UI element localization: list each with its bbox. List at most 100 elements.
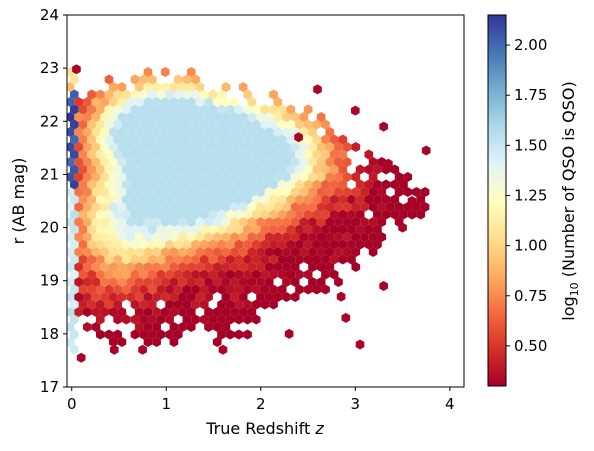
hexbin-cell xyxy=(182,119,192,130)
hexbin-cell xyxy=(91,292,101,302)
hexbin-cell xyxy=(316,172,326,182)
hexbin-cell xyxy=(308,142,317,152)
hexbin-cell xyxy=(217,119,226,130)
hexbin-cell xyxy=(67,337,75,347)
hexbin-cell xyxy=(251,194,261,205)
hexbin-cell xyxy=(264,142,274,152)
hexbin-cell xyxy=(139,104,148,115)
hexbin-cell xyxy=(130,209,140,220)
hexbin-cell xyxy=(251,119,261,130)
hexbin-cell xyxy=(394,187,404,197)
hexbin-cell xyxy=(329,269,339,280)
hexbin-cell xyxy=(67,292,75,302)
hexbin-cell xyxy=(95,209,105,220)
hexbin-cell xyxy=(113,224,122,235)
hexbin-cell xyxy=(208,209,218,220)
hexbin-cell xyxy=(156,224,166,235)
hexbin-cell xyxy=(264,247,274,257)
hexbin-cell xyxy=(234,329,244,340)
hexbin-cell xyxy=(91,322,101,332)
hexbin-cell xyxy=(121,119,131,130)
hexbin-cell xyxy=(186,277,196,287)
hexbin-cell xyxy=(204,247,213,257)
hexbin-cell xyxy=(108,292,118,302)
hexbin-cell xyxy=(130,74,140,85)
hexbin-cell xyxy=(230,97,239,107)
hexbin-cell xyxy=(384,158,393,169)
hexbin-cell xyxy=(126,277,135,287)
hexbin-cell xyxy=(152,127,161,137)
hexbin-cell xyxy=(186,217,196,227)
hexbin-cell xyxy=(321,239,330,250)
hexbin-cell xyxy=(208,239,218,250)
hexbin-cell xyxy=(87,224,96,235)
hexbin-cell xyxy=(67,202,75,212)
hexbin-cell xyxy=(256,187,265,197)
hexbin-cell xyxy=(208,119,218,130)
hexbin-cell xyxy=(347,239,356,250)
hexbin-cell xyxy=(138,344,147,355)
hexbin-cell xyxy=(121,149,131,160)
hexbin-cell xyxy=(212,202,222,212)
hexbin-cell xyxy=(208,89,218,100)
hexbin-cell xyxy=(212,277,222,287)
hexbin-cell xyxy=(70,74,79,85)
hexbin-cell xyxy=(152,337,161,347)
hexbin-cell xyxy=(251,269,261,280)
hexbin-cell xyxy=(173,119,183,130)
hexbin-cell xyxy=(273,127,283,137)
y-tick-label: 24 xyxy=(40,6,59,24)
hexbin-cell xyxy=(87,119,96,130)
hexbin-cell xyxy=(273,232,283,242)
hexbin-cell xyxy=(130,119,140,130)
hexbin-cell xyxy=(247,277,257,287)
hexbin-cell xyxy=(121,224,131,235)
hexbin-cell xyxy=(325,127,335,137)
x-axis-label-variable: z xyxy=(314,419,324,438)
hexbin-cell xyxy=(308,217,317,227)
hexbin-cell xyxy=(230,157,239,167)
hexbin-cell xyxy=(67,157,75,167)
hexbin-cell xyxy=(273,172,283,182)
hexbin-cell xyxy=(104,149,114,160)
hexbin-cell xyxy=(147,164,157,175)
hexbin-cell xyxy=(182,299,192,310)
hexbin-cell xyxy=(143,142,153,152)
hexbin-cell xyxy=(277,239,287,250)
hexbin-cell xyxy=(234,179,244,190)
hexbin-cell xyxy=(165,179,174,190)
hexbin-cell xyxy=(217,314,226,325)
hexbin-cell xyxy=(134,172,144,182)
hexbin-cell xyxy=(282,217,291,227)
hexbin-cell xyxy=(139,179,148,190)
hexbin-cell xyxy=(152,307,161,317)
hexbin-cell xyxy=(338,164,348,175)
hexbin-cell xyxy=(199,299,209,310)
hexbin-cell xyxy=(368,187,378,197)
hexbin-cell xyxy=(130,284,140,295)
hexbin-cell xyxy=(199,134,209,145)
hexbin-cell xyxy=(134,157,144,167)
hexbin-cell xyxy=(195,277,205,287)
hexbin-cell xyxy=(134,262,144,272)
hexbin-cell xyxy=(303,254,313,265)
hexbin-cell xyxy=(121,254,131,265)
hexbin-cell xyxy=(160,82,170,92)
hexbin-cell xyxy=(178,247,187,257)
hexbin-cell xyxy=(360,232,369,242)
hexbin-cell xyxy=(139,209,148,220)
hexbin-cell xyxy=(134,292,144,302)
hexbin-cell xyxy=(199,164,209,175)
hexbin-cell xyxy=(308,262,317,272)
hexbin-cell xyxy=(277,254,287,265)
hexbin-cell xyxy=(308,172,317,182)
hexbin-cell xyxy=(260,104,270,115)
hexbin-cell xyxy=(208,284,218,295)
hexbin-cell xyxy=(87,299,96,310)
hexbin-cell xyxy=(256,292,265,302)
hexbin-cell xyxy=(377,217,387,227)
hexbin-cell xyxy=(273,142,283,152)
hexbin-cell xyxy=(312,209,322,220)
hexbin-cell xyxy=(178,277,187,287)
hexbin-cell xyxy=(377,232,387,242)
